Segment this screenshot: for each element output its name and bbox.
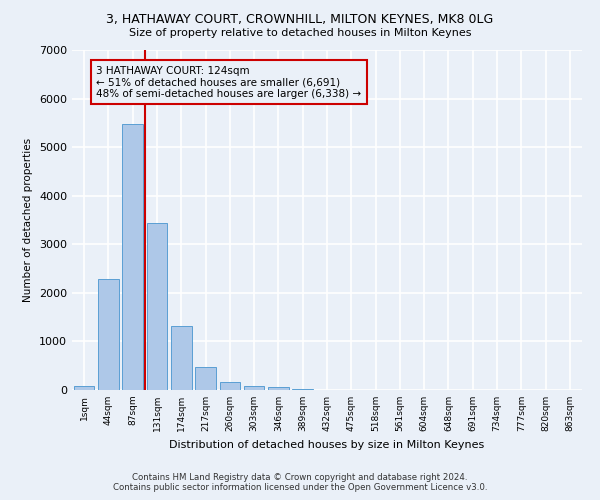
- Y-axis label: Number of detached properties: Number of detached properties: [23, 138, 34, 302]
- Bar: [146, 224, 167, 390]
- Bar: [268, 388, 289, 390]
- Bar: [74, 386, 94, 390]
- Bar: [171, 326, 191, 390]
- X-axis label: Distribution of detached houses by size in Milton Keynes: Distribution of detached houses by size …: [169, 440, 485, 450]
- Text: 3 HATHAWAY COURT: 124sqm
← 51% of detached houses are smaller (6,691)
48% of sem: 3 HATHAWAY COURT: 124sqm ← 51% of detach…: [96, 66, 361, 98]
- Text: Contains HM Land Registry data © Crown copyright and database right 2024.
Contai: Contains HM Land Registry data © Crown c…: [113, 473, 487, 492]
- Text: Size of property relative to detached houses in Milton Keynes: Size of property relative to detached ho…: [129, 28, 471, 38]
- Bar: [98, 280, 119, 390]
- Text: 3, HATHAWAY COURT, CROWNHILL, MILTON KEYNES, MK8 0LG: 3, HATHAWAY COURT, CROWNHILL, MILTON KEY…: [106, 12, 494, 26]
- Bar: [195, 367, 216, 390]
- Bar: [122, 124, 143, 390]
- Bar: [292, 388, 313, 390]
- Bar: [244, 386, 265, 390]
- Bar: [220, 382, 240, 390]
